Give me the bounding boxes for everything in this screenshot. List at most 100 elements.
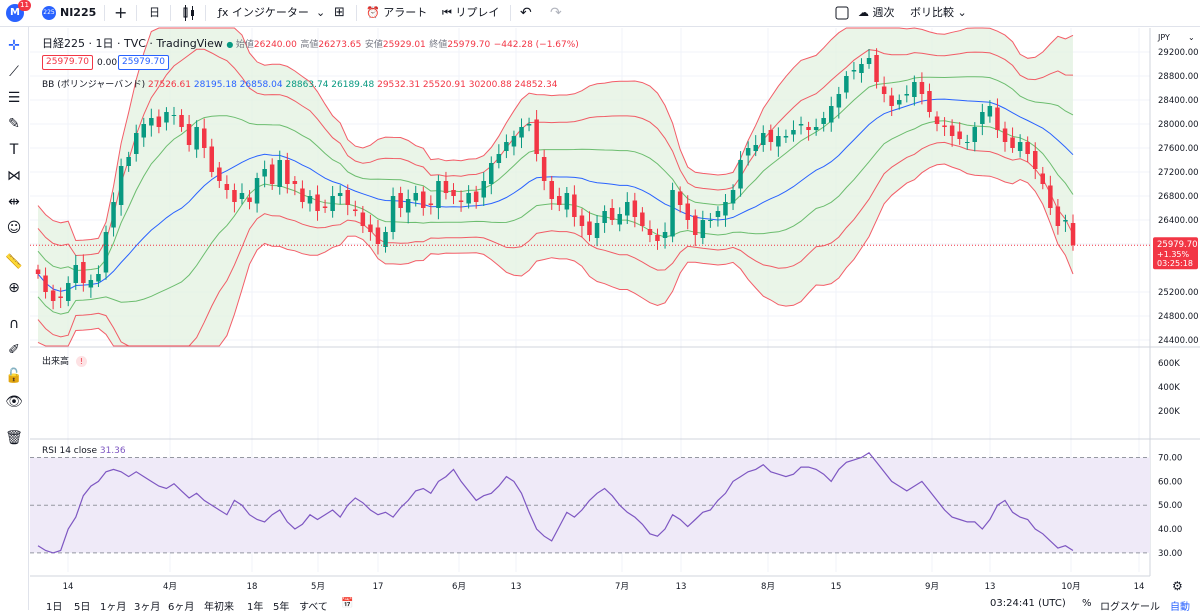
rsi-pane	[30, 452, 1150, 554]
candle-body	[285, 160, 290, 184]
last-price-label: 25979.70	[1157, 240, 1198, 250]
volume-tick-label: 200K	[1158, 407, 1180, 417]
range-button[interactable]: 年初来	[204, 602, 234, 613]
candle-body	[640, 212, 645, 226]
bb-values: 27526.61 28195.18 26858.04 28863.74 2618…	[148, 80, 557, 90]
gear-icon: ⚙	[1172, 579, 1183, 593]
compare-add-button[interactable]: +	[114, 3, 128, 22]
eye-icon[interactable]: 👁	[5, 394, 23, 410]
candle-body	[685, 203, 690, 220]
compare-button[interactable]: ボリ比較 ⌄	[910, 0, 967, 26]
ask-price-button[interactable]: 25979.70	[118, 55, 169, 70]
lock-icon[interactable]: 🔓	[5, 368, 23, 384]
stay-drawing-icon[interactable]: ✐	[8, 342, 20, 358]
range-button[interactable]: 5日	[74, 602, 91, 613]
candle-body	[1040, 173, 1045, 184]
candle-body	[927, 91, 932, 112]
ruler-icon[interactable]: 📏	[5, 254, 23, 270]
band-line	[37, 141, 1074, 347]
candle-body	[745, 148, 751, 156]
replay-button[interactable]: ⏮ リプレイ	[442, 0, 499, 26]
brush-icon[interactable]: ✎	[8, 116, 20, 132]
emoji-icon[interactable]: ☺	[6, 220, 22, 236]
time-tick-label: 14	[63, 582, 74, 592]
band-line	[37, 120, 1074, 315]
trend-line-icon[interactable]: ⟋	[9, 64, 19, 80]
crosshair-icon[interactable]: ✛	[8, 38, 20, 54]
change-value: −442.28 (−1.67%)	[493, 40, 579, 50]
range-button[interactable]: 5年	[273, 602, 290, 613]
symbol-search-button[interactable]: NI225	[60, 6, 97, 19]
chart-area[interactable]: JPY ⌄ 29200.00 28800.00 28400.00 28000.00 2760…	[0, 0, 1200, 596]
calendar-icon[interactable]: 📅	[341, 598, 354, 609]
candle-body	[458, 200, 464, 202]
alert-button[interactable]: ⏰ アラート	[366, 0, 427, 26]
candle-body	[942, 125, 947, 127]
candle-body	[1070, 223, 1076, 246]
redo-icon[interactable]: ↷	[550, 5, 562, 21]
candle-body	[375, 227, 381, 244]
candle-body	[821, 118, 826, 124]
candle-body	[118, 166, 124, 205]
range-button[interactable]: すべて	[299, 602, 328, 613]
range-button[interactable]: 1日	[46, 602, 63, 613]
candle-body	[58, 296, 63, 298]
zoom-in-icon[interactable]: ⊕	[8, 280, 20, 296]
percent-toggle[interactable]: %	[1082, 598, 1092, 609]
indicators-button[interactable]: ƒx インジケーター	[218, 0, 309, 26]
rsi-value: 31.36	[99, 446, 126, 456]
candle-body	[73, 265, 78, 283]
period-compare-button[interactable]: ☁ 週次	[858, 0, 895, 26]
interval-button[interactable]: 日	[149, 6, 160, 19]
auto-scale-toggle[interactable]: 自動	[1170, 602, 1190, 613]
price-tick-label: 26400.00	[1158, 216, 1199, 226]
top-toolbar: M 11 225 NI225 + 日 ƒx インジケーター ⌄ ⊞ ⏰ アラート…	[0, 0, 1200, 27]
warning-icon[interactable]: !	[75, 356, 87, 367]
undo-icon[interactable]: ↶	[520, 5, 532, 21]
range-button[interactable]: 1年	[247, 602, 264, 613]
candle-body	[413, 193, 418, 201]
checkbox-icon[interactable]	[835, 0, 849, 26]
layout-grid-icon[interactable]: ⊞	[334, 5, 345, 20]
price-tick-label: 28400.00	[1158, 96, 1199, 106]
bb-value: 26858.04	[236, 80, 283, 90]
close-label: 終値	[429, 40, 448, 50]
chart-legend-title: 日経225 · 1日 · TVC · TradingView ● 始値26240…	[42, 35, 579, 51]
rsi-tick-label: 30.00	[1158, 549, 1182, 559]
magnet-icon[interactable]: ∩	[8, 316, 20, 332]
price-tick-label: 27200.00	[1158, 168, 1199, 178]
candle-body	[224, 184, 230, 190]
log-scale-toggle[interactable]: ログスケール	[1100, 602, 1160, 613]
bid-price-button[interactable]: 25979.70	[42, 55, 93, 70]
candles-icon[interactable]	[182, 0, 196, 26]
candle-body	[1010, 137, 1015, 148]
candle-body	[897, 100, 902, 105]
candle-body	[360, 212, 366, 226]
time-tick-label: 4月	[163, 582, 177, 592]
candle-body	[783, 136, 789, 138]
candle-body	[700, 220, 706, 238]
pattern-icon[interactable]: ⋈	[7, 168, 21, 184]
range-button[interactable]: 1ヶ月	[100, 602, 127, 613]
fib-retracement-icon[interactable]: ☰	[7, 90, 21, 106]
time-tick-label: 7月	[615, 582, 629, 592]
volume-tick-label: 600K	[1158, 359, 1180, 369]
indicators-icon: ƒx	[218, 6, 232, 19]
candle-body	[768, 130, 774, 142]
candle-body	[1048, 185, 1053, 208]
candle-body	[436, 181, 441, 208]
band-line	[37, 76, 1074, 272]
candle-body	[949, 125, 955, 136]
trash-icon[interactable]: 🗑	[5, 430, 23, 446]
candle-body	[421, 191, 426, 208]
bb-value: 30200.88	[465, 80, 512, 90]
candle-body	[262, 169, 267, 177]
last-price-tag	[1153, 237, 1198, 270]
chevron-down-icon[interactable]: ⌄	[316, 6, 326, 19]
range-button[interactable]: 3ヶ月	[134, 602, 161, 613]
volume-label: 出来高	[42, 357, 70, 367]
range-button[interactable]: 6ヶ月	[168, 602, 195, 613]
time-tick-label: 6月	[452, 582, 466, 592]
text-tool-icon[interactable]: T	[9, 142, 19, 158]
prediction-icon[interactable]: ⇹	[8, 194, 20, 210]
